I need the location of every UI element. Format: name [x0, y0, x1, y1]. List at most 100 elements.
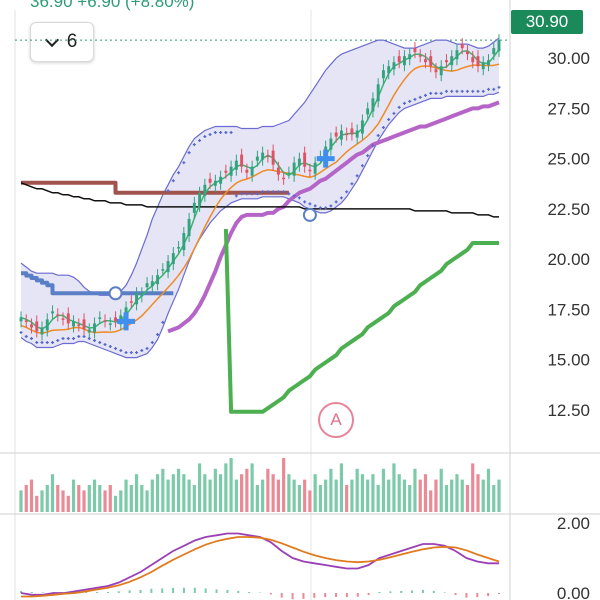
last-price-tag: 30.90 — [511, 10, 583, 34]
sar-dot — [103, 343, 107, 347]
candle-body — [150, 281, 154, 287]
volume-bar — [339, 463, 344, 512]
sar-dot — [429, 91, 433, 95]
volume-bar — [224, 463, 228, 512]
volume-bar — [56, 485, 60, 512]
candle-body — [72, 321, 75, 327]
sar-dot — [182, 161, 186, 165]
volume-bar — [303, 479, 307, 512]
sar-dot — [334, 200, 338, 204]
volume-bar — [271, 474, 275, 512]
volume-bar — [476, 474, 480, 512]
signal-circle-marker — [108, 286, 123, 301]
volume-bar — [150, 479, 154, 512]
sar-dot — [187, 151, 191, 155]
volume-bar — [145, 490, 149, 512]
sar-dot — [93, 338, 97, 342]
candle-body — [413, 48, 417, 53]
volume-bar — [460, 479, 464, 512]
period-selector[interactable]: 6 — [30, 22, 94, 62]
volume-bar — [71, 479, 76, 512]
volume-bar — [197, 463, 202, 512]
sar-dot — [308, 202, 312, 206]
sar-dot — [402, 101, 406, 105]
candle-body — [156, 275, 160, 285]
volume-bar — [413, 468, 417, 512]
candle-body — [408, 54, 412, 60]
candle-body — [240, 154, 244, 167]
sar-dot — [392, 111, 396, 115]
candle-body — [350, 128, 354, 135]
volume-bar — [245, 468, 249, 512]
volume-bar — [250, 463, 254, 512]
volume-bar — [324, 479, 328, 512]
volume-bar — [29, 479, 34, 512]
volume-bar — [119, 490, 123, 512]
volume-bar — [471, 463, 475, 512]
candle-body — [61, 318, 65, 320]
sar-dot — [366, 154, 370, 158]
volume-bar — [261, 479, 265, 512]
sar-dot — [24, 334, 28, 338]
sar-dot — [313, 204, 317, 208]
candle-body — [255, 156, 259, 161]
event-marker[interactable]: A — [318, 402, 354, 438]
sar-dot — [492, 87, 496, 91]
volume-bar — [82, 490, 86, 512]
candle-body — [497, 40, 501, 52]
sar-dot — [282, 190, 286, 194]
signal-cross-marker — [316, 149, 335, 168]
sar-dot — [381, 126, 385, 129]
volume-bar — [429, 490, 433, 512]
candle-body — [19, 317, 23, 322]
volume-bar — [276, 479, 280, 512]
sar-dot — [61, 336, 65, 340]
candle-body — [40, 327, 44, 335]
sar-dot — [471, 89, 475, 93]
volume-bar — [255, 485, 259, 512]
volume-bar — [50, 474, 55, 512]
volume-bar — [19, 490, 23, 512]
volume-bar — [129, 485, 133, 512]
candle-body — [208, 178, 212, 183]
volume-bar — [345, 485, 349, 512]
candle-body — [392, 62, 396, 70]
volume-bar — [418, 479, 422, 512]
volume-bar — [266, 468, 270, 512]
sar-dot — [35, 341, 39, 344]
sar-dot — [376, 134, 380, 138]
sar-dot — [371, 144, 375, 148]
candle-body — [360, 120, 364, 134]
purple-step-line — [167, 100, 500, 334]
sar-dot — [439, 91, 443, 95]
sar-dot — [124, 351, 128, 355]
volume-bar — [40, 490, 44, 512]
volume-bar — [182, 474, 186, 512]
sar-dot — [82, 334, 86, 338]
mid-moving-average — [20, 63, 500, 334]
sar-dot — [465, 89, 469, 93]
volume-bar — [381, 468, 386, 512]
candle-body — [487, 60, 490, 66]
volume-bar — [360, 474, 365, 512]
volume-bar — [113, 495, 118, 512]
volume-bar — [486, 468, 491, 512]
volume-bar — [176, 468, 181, 512]
sar-dot — [198, 139, 202, 143]
volume-bar — [444, 485, 449, 512]
candle-body — [98, 317, 102, 319]
candle-body — [376, 84, 380, 102]
brown-step-line — [21, 180, 289, 195]
candle-body — [297, 158, 301, 166]
candle-body — [292, 162, 296, 176]
sar-dot — [77, 334, 81, 338]
sar-dot — [397, 105, 401, 109]
candle-body — [140, 293, 144, 297]
candle-body — [471, 57, 475, 63]
volume-bar — [334, 479, 338, 512]
candle-body — [460, 44, 464, 49]
sar-dot — [229, 131, 233, 135]
volume-bar — [287, 474, 291, 512]
volume-bar — [371, 474, 375, 512]
